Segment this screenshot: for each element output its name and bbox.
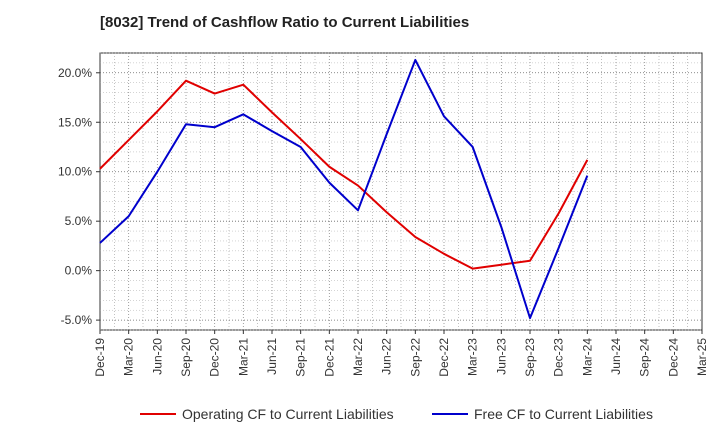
- series-line-operating-cf: [99, 79, 589, 270]
- x-tick-label: Mar-25: [695, 338, 709, 376]
- x-tick-label: Sep-22: [408, 338, 422, 377]
- series-line-free-cf: [99, 58, 589, 320]
- axis-layer: -5.0% 0.0% 5.0% 10.0% 15.0% 20.0% Dec-19 Mar-20…: [58, 66, 709, 377]
- x-tick-label: Jun-22: [380, 338, 394, 375]
- x-tick-label: Sep-23: [523, 338, 537, 377]
- x-tick-label: Jun-23: [494, 338, 508, 375]
- grid-layer: [99, 52, 703, 331]
- x-tick-label: Jun-20: [150, 338, 164, 375]
- x-tick-label: Dec-20: [208, 338, 222, 377]
- x-tick-label: Mar-20: [122, 338, 136, 376]
- y-tick-label: 0.0%: [65, 264, 93, 278]
- y-tick-label: 20.0%: [58, 66, 92, 80]
- legend: Operating CF to Current Liabilities Free …: [140, 406, 653, 422]
- x-tick-label: Mar-24: [580, 338, 594, 376]
- y-tick-label: 5.0%: [65, 214, 93, 228]
- x-tick-label: Mar-22: [351, 338, 365, 376]
- x-tick-label: Mar-23: [466, 338, 480, 376]
- series-layer: [99, 58, 589, 320]
- x-tick-label: Dec-21: [322, 338, 336, 377]
- x-tick-label: Sep-24: [638, 338, 652, 377]
- x-tick-label: Dec-23: [552, 338, 566, 377]
- x-tick-label: Sep-21: [294, 338, 308, 377]
- y-tick-label: 10.0%: [58, 165, 92, 179]
- x-tick-label: Dec-19: [93, 338, 107, 377]
- x-tick-label: Dec-24: [666, 338, 680, 377]
- x-tick-label: Sep-20: [179, 338, 193, 377]
- y-tick-label: -5.0%: [61, 313, 93, 327]
- x-tick-label: Dec-22: [437, 338, 451, 377]
- chart-title: [8032] Trend of Cashflow Ratio to Curren…: [100, 14, 470, 31]
- y-tick-label: 15.0%: [58, 115, 92, 129]
- legend-label: Free CF to Current Liabilities: [474, 406, 653, 422]
- x-tick-label: Mar-21: [236, 338, 250, 376]
- legend-label: Operating CF to Current Liabilities: [182, 406, 394, 422]
- x-tick-label: Jun-24: [609, 338, 623, 375]
- x-tick-label: Jun-21: [265, 338, 279, 375]
